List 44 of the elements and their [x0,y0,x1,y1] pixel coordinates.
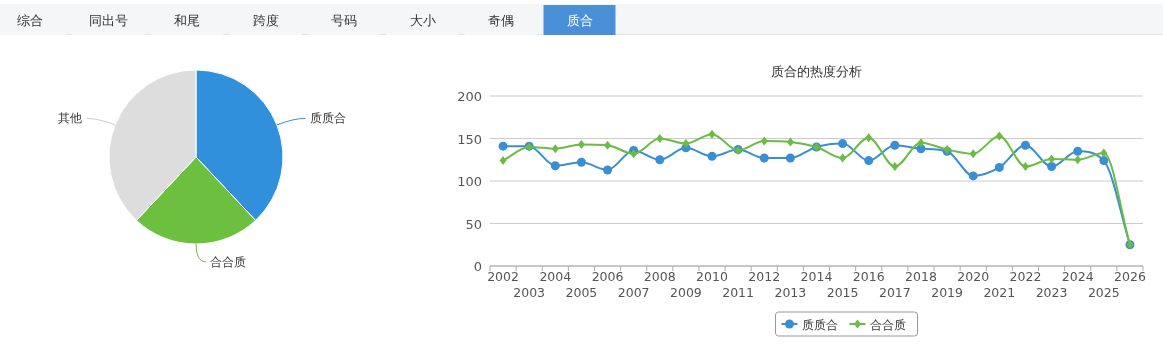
y-tick-label: 150 [457,131,482,147]
x-tick-label: 2017 [878,285,911,300]
x-tick-label: 2012 [748,269,781,284]
x-tick-label: 2025 [1087,285,1120,300]
x-tick-label: 2014 [800,269,833,284]
category-label: 综合 [17,13,43,28]
x-tick-label: 2010 [696,269,728,284]
x-tick-label: 2019 [931,285,964,300]
y-tick-label: 0 [473,259,482,274]
category-label: 号码 [331,13,357,28]
x-tick-label: 2002 [487,269,519,284]
slice-label: 合合质 [210,255,246,269]
slice-label: 其他 [58,111,83,126]
x-tick-label: 2026 [1114,269,1146,284]
x-tick-label: 2015 [826,285,859,300]
legend-label: 合合质 [869,317,906,332]
x-tick-label: 2007 [617,285,650,300]
chart-title: 质合的热度分析 [771,64,862,79]
x-tick-label: 2005 [565,285,598,300]
x-tick-label: 2013 [774,285,807,300]
x-tick-label: 2023 [1035,285,1068,300]
x-tick-label: 2021 [983,285,1016,300]
slice-label: 质质合 [309,111,346,126]
category-label: 同出号 [89,13,128,28]
x-tick-label: 2004 [539,269,572,284]
category-label: 质合 [566,13,593,28]
x-tick-label: 2008 [643,269,676,284]
y-tick-label: 100 [457,174,482,189]
category-label: 大小 [409,13,436,28]
x-tick-label: 2011 [722,285,755,300]
x-tick-label: 2009 [669,285,702,300]
category-label: 奇偶 [488,13,514,28]
x-tick-label: 2018 [905,269,937,284]
y-tick-label: 200 [457,89,482,104]
category-label: 跨度 [252,13,279,28]
x-tick-label: 2022 [1009,269,1042,284]
y-tick-label: 50 [465,216,482,232]
x-tick-label: 2006 [591,269,624,284]
x-tick-label: 2024 [1061,269,1094,284]
x-tick-label: 2003 [513,285,546,300]
category-label: 和尾 [174,13,200,28]
x-tick-label: 2020 [957,269,990,284]
legend-label: 质质合 [801,317,838,332]
x-tick-label: 2016 [852,269,885,284]
